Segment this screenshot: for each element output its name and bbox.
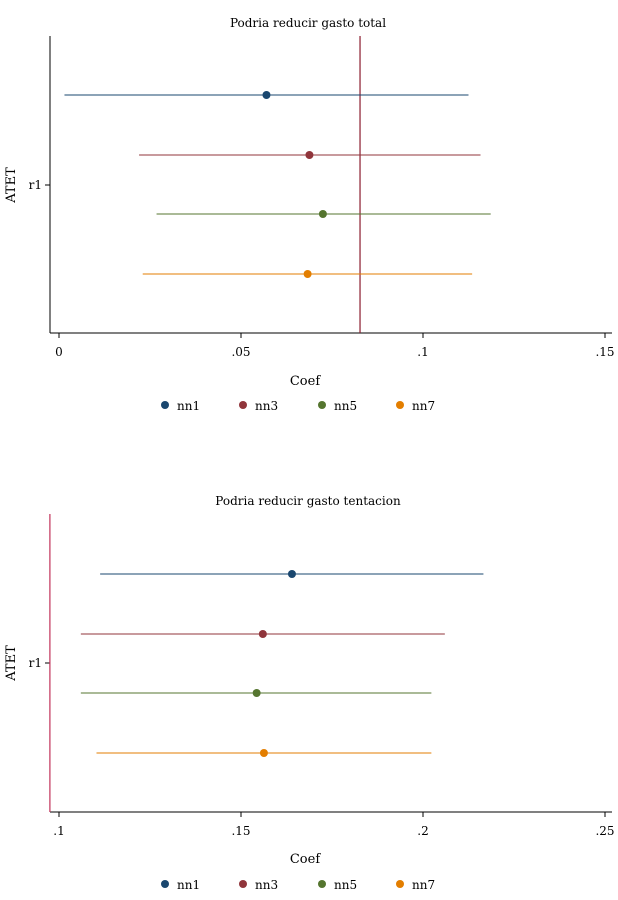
- legend-label-nn1: nn1: [177, 399, 200, 413]
- panel-1-title: Podria reducir gasto total: [230, 16, 386, 30]
- legend-marker-nn5: [318, 401, 326, 409]
- legend-label-nn3: nn3: [255, 878, 278, 892]
- legend-label-nn5: nn5: [334, 399, 357, 413]
- panel-1-series: [64, 91, 491, 278]
- legend-item-nn7: nn7: [396, 878, 435, 892]
- legend-item-nn5: nn5: [318, 399, 357, 413]
- legend-label-nn3: nn3: [255, 399, 278, 413]
- x-tick-label: 0: [55, 345, 63, 359]
- panel-2-series: [80, 570, 484, 757]
- panel-1: Podria reducir gasto total r1 ATET 0 .05.…: [4, 16, 615, 413]
- panel-1-x-ticks: 0 .05 .1 .15: [55, 333, 615, 359]
- panel-2: Podria reducir gasto tentacion r1 ATET .…: [4, 494, 615, 892]
- panel-1-y-axis-label: ATET: [4, 167, 19, 204]
- legend-item-nn3: nn3: [239, 399, 278, 413]
- x-tick-label: .05: [231, 345, 250, 359]
- x-tick-label: .15: [231, 824, 250, 838]
- point-estimate-nn3: [305, 151, 314, 159]
- x-tick-label: .1: [53, 824, 64, 838]
- legend-marker-nn1: [161, 880, 169, 888]
- point-estimate-nn1: [262, 91, 271, 99]
- point-estimate-nn1: [287, 570, 296, 578]
- legend-item-nn3: nn3: [239, 878, 278, 892]
- legend-label-nn7: nn7: [412, 399, 435, 413]
- legend-marker-nn3: [239, 880, 247, 888]
- panel-1-y-tick-label: r1: [29, 178, 42, 192]
- legend-marker-nn7: [396, 880, 404, 888]
- panel-2-y-tick-label: r1: [29, 656, 42, 670]
- legend-item-nn1: nn1: [161, 878, 200, 892]
- x-tick-label: .15: [595, 345, 614, 359]
- panel-2-x-axis-label: Coef: [290, 852, 321, 867]
- point-estimate-nn5: [252, 689, 261, 697]
- legend-item-nn1: nn1: [161, 399, 200, 413]
- point-estimate-nn7: [303, 270, 312, 278]
- legend-marker-nn7: [396, 401, 404, 409]
- legend-label-nn5: nn5: [334, 878, 357, 892]
- panel-1-legend: nn1 nn3 nn5 nn7: [161, 399, 435, 413]
- point-estimate-nn3: [258, 630, 267, 638]
- legend-item-nn7: nn7: [396, 399, 435, 413]
- point-estimate-nn7: [259, 749, 268, 757]
- legend-item-nn5: nn5: [318, 878, 357, 892]
- legend-label-nn7: nn7: [412, 878, 435, 892]
- legend-marker-nn3: [239, 401, 247, 409]
- panel-1-x-axis-label: Coef: [290, 374, 321, 389]
- x-tick-label: .2: [417, 824, 428, 838]
- point-estimate-nn5: [318, 210, 327, 218]
- x-tick-label: .25: [595, 824, 614, 838]
- panel-2-legend: nn1 nn3 nn5 nn7: [161, 878, 435, 892]
- legend-marker-nn1: [161, 401, 169, 409]
- legend-marker-nn5: [318, 880, 326, 888]
- x-tick-label: .1: [417, 345, 428, 359]
- panel-2-title: Podria reducir gasto tentacion: [215, 494, 401, 508]
- panel-2-y-axis-label: ATET: [4, 645, 19, 682]
- legend-label-nn1: nn1: [177, 878, 200, 892]
- panel-2-x-ticks: .1 .15 .2 .25: [53, 812, 615, 838]
